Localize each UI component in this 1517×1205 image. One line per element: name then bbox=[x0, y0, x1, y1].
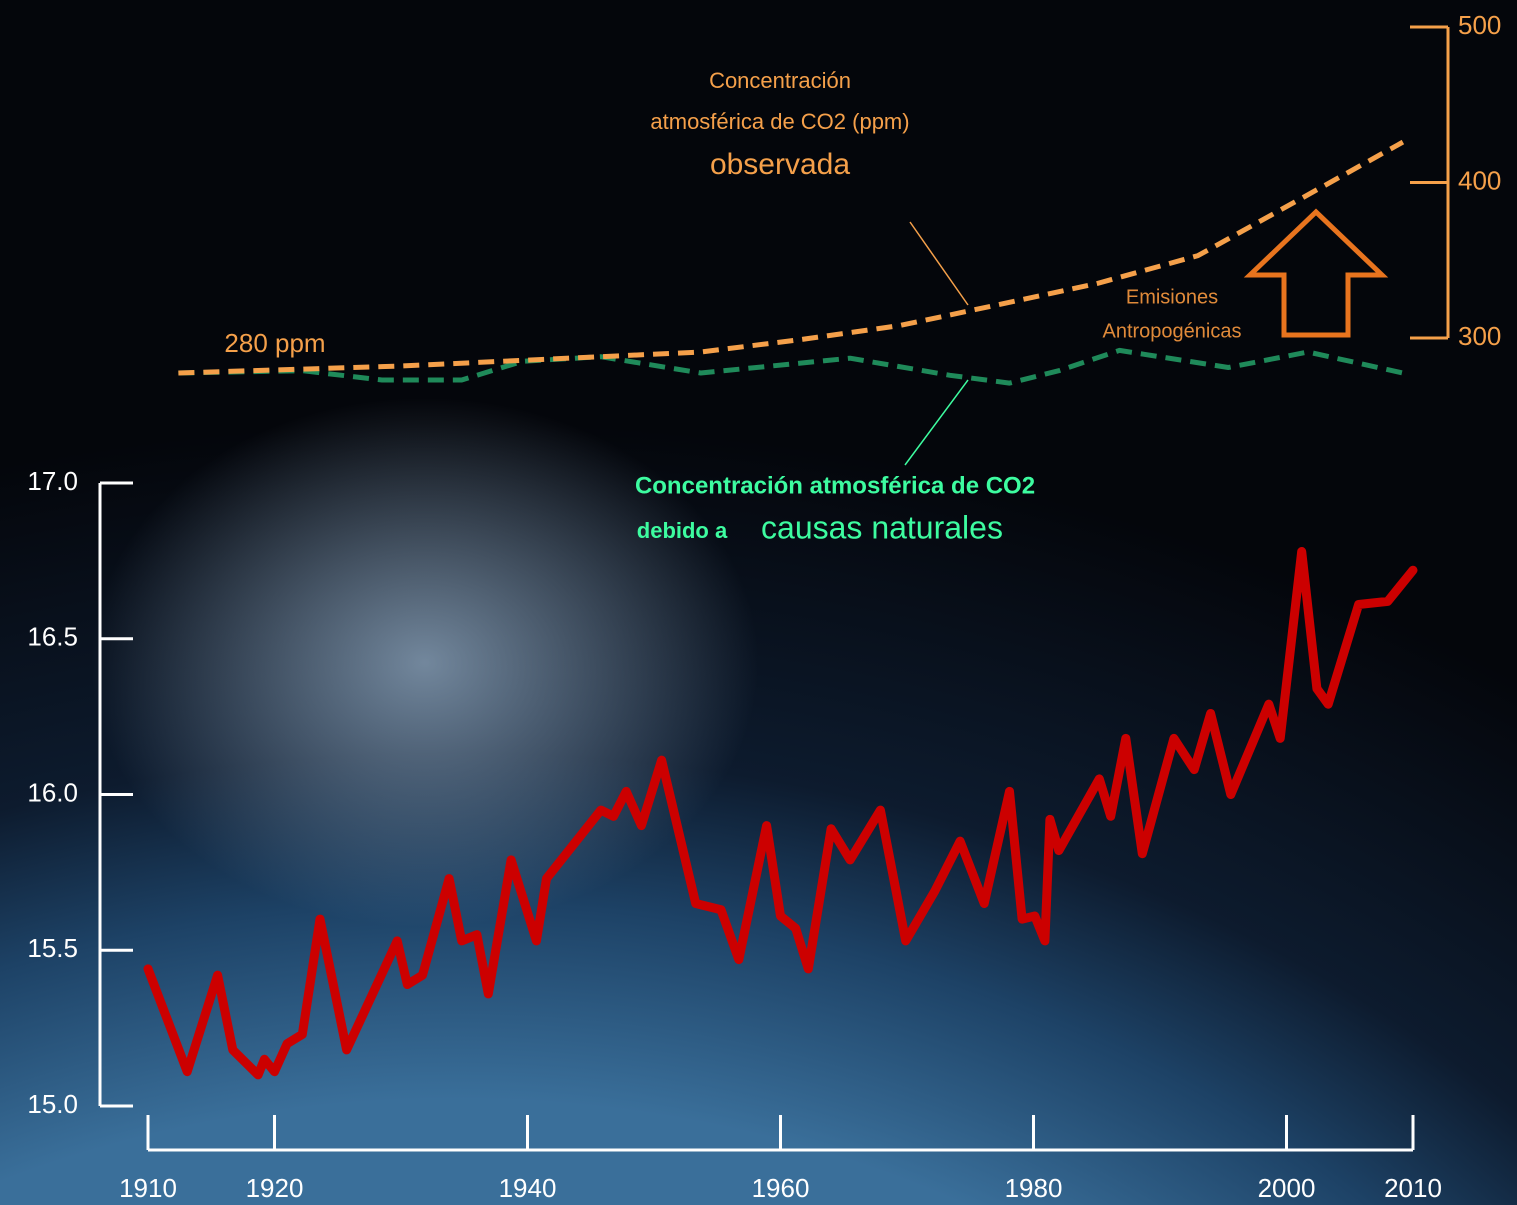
annotation: 280 ppm bbox=[224, 328, 325, 358]
pointer bbox=[909, 221, 969, 306]
annotation: Concentración bbox=[709, 68, 851, 93]
pointer bbox=[904, 379, 969, 466]
x-tick-label: 1940 bbox=[499, 1173, 557, 1203]
y2-tick-label: 400 bbox=[1458, 165, 1501, 195]
y-tick-label: 15.5 bbox=[27, 933, 78, 963]
annotation: Emisiones bbox=[1126, 286, 1218, 308]
y2-tick-label: 300 bbox=[1458, 321, 1501, 351]
x-tick-label: 1980 bbox=[1005, 1173, 1063, 1203]
annotation: atmosférica de CO2 (ppm) bbox=[650, 109, 909, 134]
y-tick-label: 16.5 bbox=[27, 622, 78, 652]
annotation: causas naturales bbox=[761, 509, 1003, 545]
y-tick-label: 15.0 bbox=[27, 1089, 78, 1119]
x-tick-label: 1960 bbox=[752, 1173, 810, 1203]
y-tick-label: 17.0 bbox=[27, 466, 78, 496]
x-tick-label: 2000 bbox=[1258, 1173, 1316, 1203]
data-line bbox=[178, 347, 1404, 386]
data-line bbox=[143, 547, 1418, 1080]
annotation: debido a bbox=[637, 518, 728, 543]
x-tick-label: 1910 bbox=[119, 1173, 177, 1203]
x-tick-label: 1920 bbox=[246, 1173, 304, 1203]
data-line bbox=[178, 139, 1405, 376]
y-tick-label: 16.0 bbox=[27, 777, 78, 807]
arrow bbox=[1243, 208, 1389, 338]
annotation: Antropogénicas bbox=[1103, 320, 1242, 342]
annotation: Concentración atmosférica de CO2 bbox=[635, 472, 1035, 499]
y2-tick-label: 500 bbox=[1458, 10, 1501, 40]
x-tick-label: 2010 bbox=[1384, 1173, 1442, 1203]
annotation: observada bbox=[710, 148, 850, 181]
